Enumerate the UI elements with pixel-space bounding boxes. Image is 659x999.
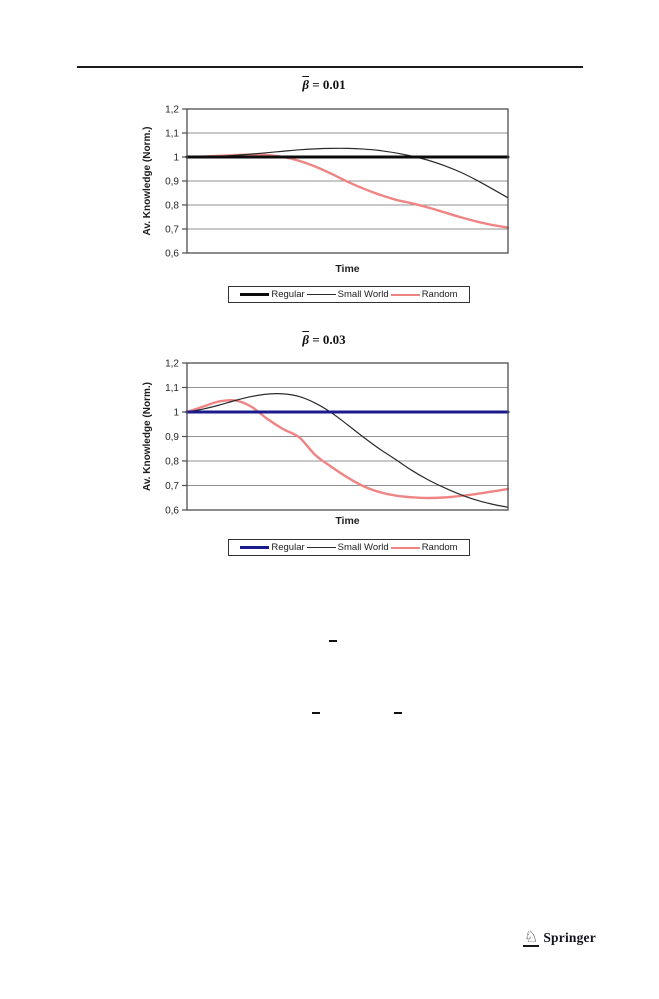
y-axis-title: Av. Knowledge (Norm.) <box>142 382 153 491</box>
overline-mark <box>312 712 320 714</box>
legend-item-small-world: Small World <box>306 542 389 553</box>
legend-item-random: Random <box>390 542 458 553</box>
legend-item-small-world: Small World <box>306 289 389 300</box>
legend-line-sample <box>240 293 270 296</box>
legend-item-regular: Regular <box>240 289 305 300</box>
springer-logo-text: Springer <box>543 929 596 945</box>
header-rule <box>77 66 583 68</box>
x-axis-title: Time <box>335 515 359 527</box>
overline-mark <box>329 640 337 642</box>
chart-title-value: = 0.01 <box>309 77 346 92</box>
y-tick-label: 1,2 <box>165 359 179 370</box>
legend-line-sample <box>390 546 420 549</box>
legend-label: Random <box>421 542 458 553</box>
chart-title-beta-001: β = 0.01 <box>124 77 524 93</box>
y-axis-title: Av. Knowledge (Norm.) <box>142 127 153 236</box>
chart-legend-beta-003: Regular Small World Random <box>228 539 470 556</box>
series-random <box>185 398 510 500</box>
y-tick-label: 1,2 <box>165 105 179 116</box>
legend-label: Small World <box>337 542 389 553</box>
series-random <box>185 153 510 229</box>
plot-frame <box>186 108 509 254</box>
legend-label: Random <box>421 289 458 300</box>
legend-item-regular: Regular <box>240 542 305 553</box>
legend-label: Regular <box>271 289 305 300</box>
y-tick-label: 0,9 <box>165 177 179 188</box>
legend-label: Small World <box>337 289 389 300</box>
y-tick-label: 0,6 <box>165 249 179 260</box>
chart-title-value: = 0.03 <box>309 332 346 347</box>
springer-logo: ♘ Springer <box>523 928 596 947</box>
overline-mark <box>394 712 402 714</box>
y-tick-label: 0,9 <box>165 432 179 443</box>
legend-line-sample <box>306 294 336 295</box>
x-axis-title: Time <box>335 263 359 275</box>
y-tick-label: 0,6 <box>165 506 179 517</box>
y-tick-label: 0,8 <box>165 201 179 212</box>
knowledge-vs-time-chart-beta-003: 1,2 1,1 1 0,9 0,8 0,7 0,6 Time Av. Knowledge (No… <box>142 359 510 527</box>
plot-frame <box>186 362 509 511</box>
legend-line-sample <box>306 547 336 548</box>
y-tick-label: 0,7 <box>165 481 179 492</box>
series-small-world <box>186 147 509 199</box>
chart-legend-beta-001: Regular Small World Random <box>228 286 470 303</box>
y-tick-label: 1,1 <box>165 129 179 140</box>
y-tick-label: 0,7 <box>165 225 179 236</box>
beta-symbol: β <box>302 332 309 347</box>
chart-title-beta-003: β = 0.03 <box>124 332 524 348</box>
beta-symbol: β <box>302 77 309 92</box>
y-tick-label: 0,8 <box>165 457 179 468</box>
legend-line-sample <box>390 293 420 296</box>
knowledge-vs-time-chart-beta-001: 1,2 1,1 1 0,9 0,8 0,7 0,6 Time Av. Knowledge (No… <box>142 105 510 275</box>
y-tick-label: 1,1 <box>165 383 179 394</box>
springer-knight-icon: ♘ <box>523 927 540 947</box>
y-tick-label: 1 <box>173 408 179 419</box>
series-small-world <box>186 393 509 508</box>
y-tick-label: 1 <box>173 153 179 164</box>
legend-line-sample <box>240 546 270 549</box>
legend-item-random: Random <box>390 289 458 300</box>
legend-label: Regular <box>271 542 305 553</box>
